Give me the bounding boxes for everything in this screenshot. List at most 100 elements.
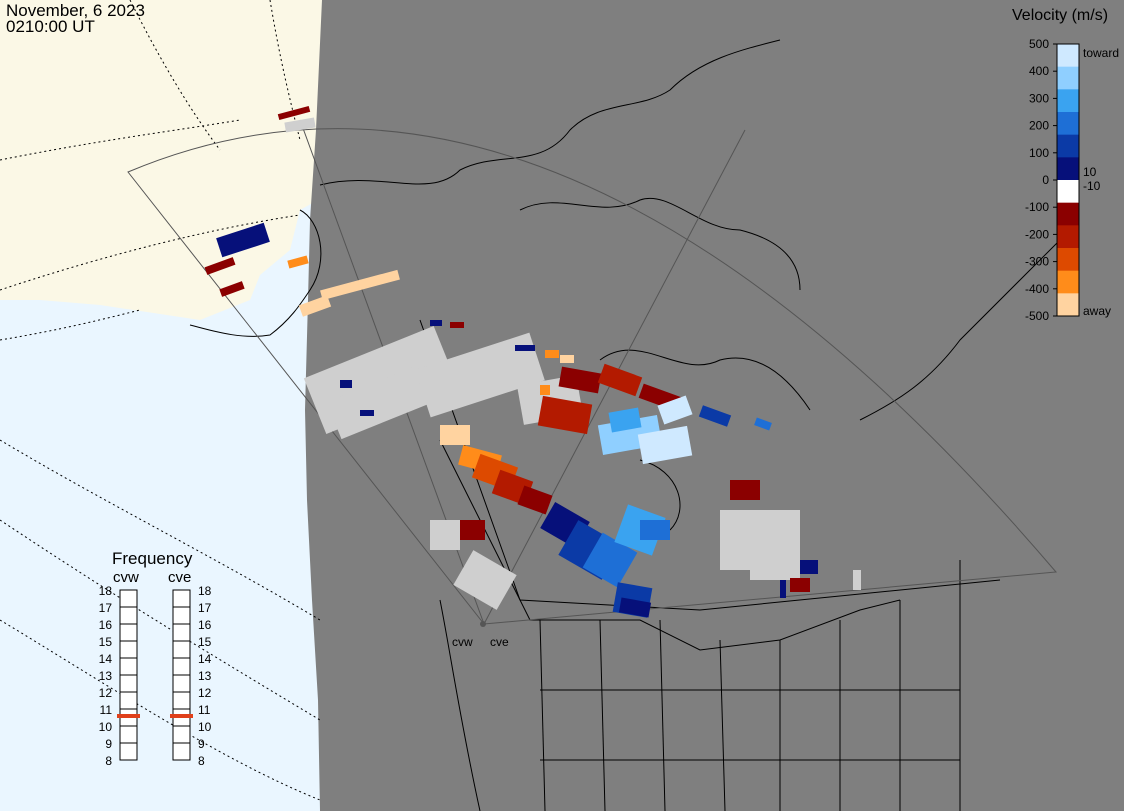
velocity-cell [517,485,553,515]
velocity-cell [460,520,485,540]
velocity-cell [277,105,311,121]
cvw-station-marker [480,621,486,627]
velocity-cell [430,520,460,550]
colorbar-segment [1057,248,1079,272]
frequency-tick-label: 11 [100,703,113,717]
cve-station-label: cve [490,635,509,649]
velocity-cell [340,380,352,388]
colorbar-segment [1057,293,1079,317]
velocity-cell [754,417,772,431]
velocity-cell [204,257,236,275]
frequency-tick-label: 12 [99,686,113,700]
velocity-cell [637,425,693,465]
velocity-tick-label: 500 [1029,37,1049,51]
velocity-inner-minus10-label: -10 [1083,179,1101,193]
velocity-cell [298,295,332,317]
velocity-tick-label: 400 [1029,64,1049,78]
date-label: November, 6 2023 [6,1,145,20]
frequency-tick-label: 8 [105,754,112,768]
velocity-colorbar [1056,43,1080,317]
north-america-landmass [305,0,1124,811]
velocity-cell [560,355,574,363]
velocity-cell [287,255,309,269]
colorbar-segment [1057,180,1079,204]
velocity-cell [440,425,470,445]
frequency-tick-label: 10 [99,720,113,734]
velocity-cell [360,410,374,416]
velocity-cell [597,363,643,397]
velocity-tick-label: 0 [1042,173,1049,187]
frequency-tick-label: 18 [198,584,212,598]
velocity-cell [800,560,818,574]
frequency-tick-label: 15 [198,635,212,649]
velocity-tick-label: -100 [1025,200,1049,214]
velocity-scale-title: Velocity (m/s) [1012,7,1108,24]
colorbar-segment [1057,225,1079,249]
velocity-cell [558,366,602,394]
velocity-cell [698,405,732,427]
velocity-cell [657,395,693,425]
velocity-cell [537,395,593,435]
velocity-cell [618,597,652,618]
frequency-tick-label: 13 [198,669,212,683]
velocity-cell [219,281,245,297]
velocity-cell [515,345,535,351]
velocity-cell [453,550,517,610]
velocity-tick-label: 100 [1029,146,1049,160]
frequency-marker [117,714,140,718]
velocity-cell [216,222,270,258]
velocity-tick-label: -500 [1025,309,1049,323]
velocity-cell [540,385,550,395]
velocity-cells [204,105,861,618]
velocity-cell [730,480,760,500]
velocity-tick-label: 200 [1029,119,1049,133]
frequency-tick-label: 13 [99,669,113,683]
colorbar-segment [1057,270,1079,294]
graticule [0,0,321,801]
velocity-cell [284,117,316,133]
frequency-tick-label: 10 [198,720,212,734]
velocity-cell [582,532,638,588]
velocity-cell [853,570,861,590]
cvw-station-label: cvw [452,635,473,649]
frequency-tick-label: 17 [99,601,113,615]
cve-frequency-label: cve [168,569,192,586]
velocity-cell [545,350,559,358]
frequency-tick-label: 14 [198,652,212,666]
velocity-tick-label: -300 [1025,255,1049,269]
frequency-tick-label: 14 [99,652,113,666]
colorbar-segment [1057,157,1079,181]
time-label: 0210:00 UT [6,17,95,36]
velocity-cell [320,269,400,301]
colorbar-segment [1057,44,1079,68]
velocity-cell [780,580,786,598]
velocity-cell [430,320,442,326]
frequency-title: Frequency [112,549,193,568]
frequency-tick-label: 17 [198,601,212,615]
velocity-tick-label: -400 [1025,282,1049,296]
colorbar-segment [1057,112,1079,136]
colorbar-segment [1057,89,1079,113]
colorbar-segment [1057,66,1079,90]
velocity-cell [608,407,642,433]
frequency-tick-label: 11 [198,703,211,717]
velocity-inner-10-label: 10 [1083,165,1097,179]
velocity-cell [415,332,545,418]
velocity-cell [790,578,810,592]
velocity-away-label: away [1083,304,1111,318]
frequency-tick-label: 9 [198,737,205,751]
frequency-tick-label: 8 [198,754,205,768]
colorbar-segment [1057,134,1079,158]
velocity-cell [326,360,444,440]
velocity-cell [640,520,670,540]
frequency-tick-label: 9 [105,737,112,751]
frequency-panel: 18 18 17 17 16 16 15 15 14 14 13 13 12 12 11 11 10 10 9 9 8 8 [99,584,212,768]
velocity-toward-label: toward [1083,46,1119,60]
frequency-tick-label: 16 [99,618,113,632]
frequency-tick-label: 16 [198,618,212,632]
cvw-frequency-label: cvw [113,569,139,586]
velocity-cell [750,560,800,580]
colorbar-segment [1057,202,1079,226]
velocity-tick-label: 300 [1029,91,1049,105]
